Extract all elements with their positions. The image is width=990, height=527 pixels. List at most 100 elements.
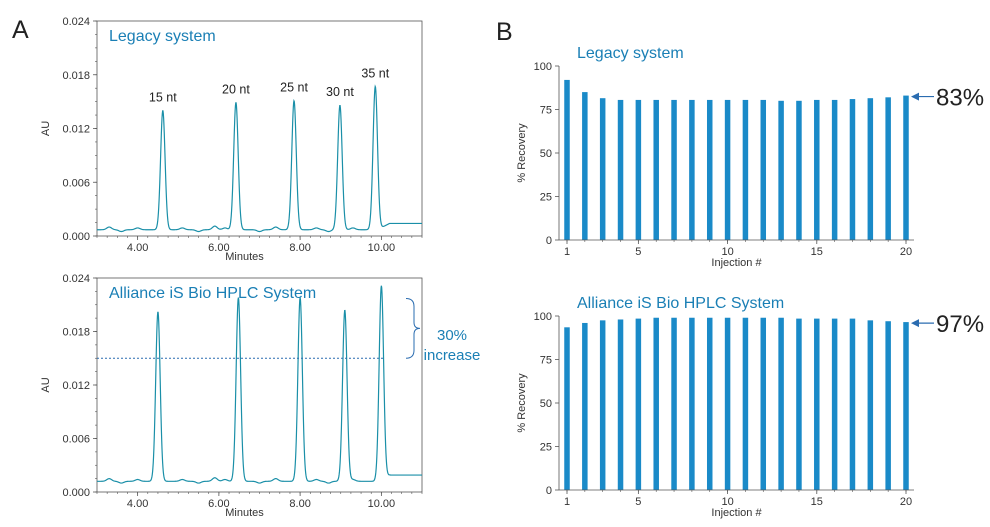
bar [564, 327, 570, 490]
x-tick-label: 6.00 [208, 498, 229, 510]
x-tick-label: 10.00 [368, 242, 396, 254]
y-tick-label: 0.000 [62, 487, 90, 499]
y-tick-label: 50 [540, 148, 552, 160]
x-tick-label: 1 [564, 246, 570, 258]
bar [903, 95, 909, 240]
x-tick-label: 20 [900, 246, 912, 258]
callout-arrowhead [911, 92, 919, 101]
signal-trace [97, 84, 422, 233]
bar [742, 317, 749, 490]
bar [617, 319, 624, 490]
y-axis-title: % Recovery [516, 123, 528, 183]
x-tick-label: 4.00 [127, 242, 148, 254]
y-tick-label: 0.012 [62, 380, 90, 392]
x-axis-title: Minutes [225, 507, 264, 519]
panel-letter-b: B [496, 18, 513, 46]
bar [903, 322, 909, 490]
increase-label-line2: increase [424, 347, 481, 364]
y-tick-label: 25 [540, 442, 552, 454]
chart-title: Legacy system [577, 45, 684, 62]
x-tick-label: 10 [721, 246, 733, 258]
x-tick-label: 5 [635, 246, 641, 258]
chromatogram-alliance: 0.000 0.006 0.012 0.018 0.024 4.00 6.00 8.00 10.… [40, 273, 480, 519]
bar [796, 100, 802, 240]
bar [706, 317, 713, 490]
bar [599, 320, 606, 490]
increase-bracket [405, 298, 421, 359]
bar [831, 318, 838, 490]
x-tick-label: 10 [721, 496, 733, 508]
callout-label: 97% [936, 311, 984, 338]
bar [867, 98, 874, 240]
y-tick-label: 25 [540, 192, 552, 204]
bar [564, 79, 570, 240]
y-tick-label: 100 [534, 61, 552, 73]
bar [885, 321, 891, 490]
bar [849, 318, 856, 490]
bar [778, 317, 784, 490]
chart-title: Alliance iS Bio HPLC System [577, 295, 784, 312]
y-tick-label: 0.006 [62, 434, 90, 446]
bar [885, 97, 891, 240]
x-tick-label: 6.00 [208, 242, 229, 254]
y-tick-label: 50 [540, 398, 552, 410]
chart-title: Alliance iS Bio HPLC System [109, 285, 316, 302]
bar [582, 92, 588, 240]
bar [724, 317, 731, 490]
x-axis-title: Minutes [225, 251, 264, 263]
bar [796, 318, 802, 490]
bar [814, 99, 820, 241]
x-axis-title: Injection # [711, 257, 762, 269]
peak-label: 20 nt [222, 83, 250, 97]
chromatogram-legacy: 0.000 0.006 0.012 0.018 0.024 4.00 6.00 8.00 10.… [40, 16, 423, 263]
peak-label: 15 nt [149, 91, 177, 105]
bar [599, 98, 606, 240]
y-tick-label: 0.018 [62, 70, 90, 82]
callout-arrowhead [911, 319, 919, 328]
peak-label: 25 nt [280, 81, 308, 95]
x-tick-label: 20 [900, 496, 912, 508]
bar [635, 99, 642, 241]
y-axis-title: AU [40, 377, 52, 392]
bar [689, 317, 695, 490]
signal-trace [97, 285, 422, 484]
bar [653, 317, 659, 490]
y-tick-label: 0 [546, 485, 552, 497]
bar [617, 99, 624, 241]
bar [760, 317, 767, 490]
bar [849, 99, 856, 240]
y-tick-label: 75 [540, 355, 552, 367]
bar [742, 99, 749, 241]
y-tick-label: 0.024 [62, 273, 90, 285]
x-tick-label: 8.00 [289, 242, 310, 254]
bar [671, 317, 677, 490]
y-tick-label: 0.018 [62, 327, 90, 339]
bar [635, 318, 642, 490]
bar [671, 99, 677, 241]
y-tick-label: 0.000 [62, 231, 90, 243]
chart-title: Legacy system [109, 28, 216, 45]
x-tick-label: 1 [564, 496, 570, 508]
y-tick-label: 0.012 [62, 124, 90, 136]
panel-letter-a: A [12, 16, 29, 44]
bar [689, 99, 695, 241]
y-axis-title: AU [40, 121, 52, 136]
increase-label-line1: 30% [437, 327, 467, 344]
y-tick-label: 75 [540, 105, 552, 117]
callout-label: 83% [936, 85, 984, 112]
x-tick-label: 8.00 [289, 498, 310, 510]
x-tick-label: 4.00 [127, 498, 148, 510]
x-tick-label: 15 [811, 246, 823, 258]
bar [706, 99, 713, 241]
bar [724, 99, 731, 241]
y-tick-label: 0 [546, 235, 552, 247]
x-tick-label: 5 [635, 496, 641, 508]
y-tick-label: 0.006 [62, 177, 90, 189]
y-tick-label: 100 [534, 311, 552, 323]
y-axis-title: % Recovery [516, 373, 528, 433]
x-tick-label: 15 [811, 496, 823, 508]
x-axis-title: Injection # [711, 507, 762, 519]
bar [814, 318, 820, 490]
